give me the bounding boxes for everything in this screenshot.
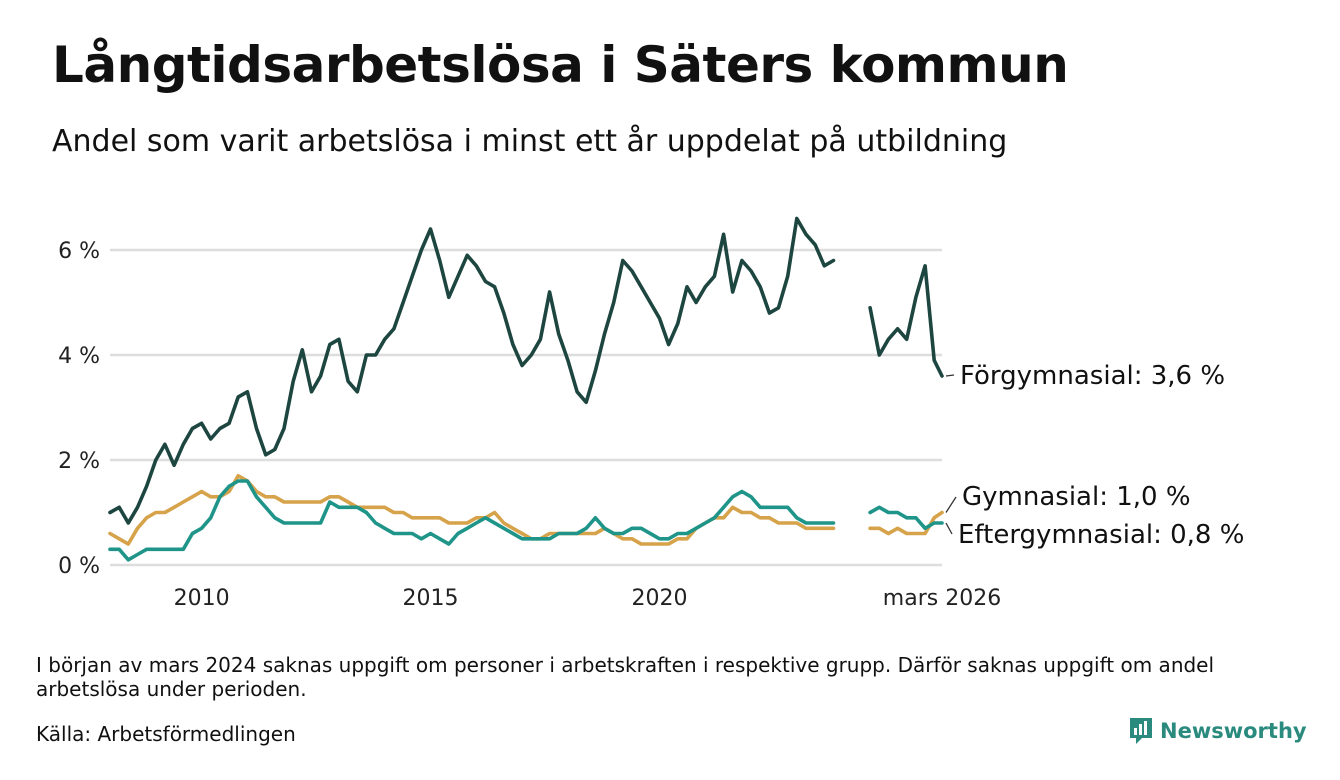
- y-tick-label: 0 %: [58, 554, 100, 579]
- gridlines: [110, 248, 942, 567]
- series-lines: [108, 216, 944, 562]
- line-chart: 0 % 2 % 4 % 6 % 2010 2015 2020 mars 2026 Förgy…: [58, 216, 1244, 611]
- x-tick-label: 2020: [631, 586, 687, 611]
- newsworthy-wordmark: Newsworthy: [1160, 719, 1307, 743]
- chart-subtitle: Andel som varit arbetslösa i minst ett å…: [52, 124, 1008, 159]
- footnote: I början av mars 2024 saknas uppgift om …: [36, 653, 1215, 701]
- y-axis-ticks: 0 % 2 % 4 % 6 %: [58, 239, 100, 579]
- x-tick-label: mars 2026: [883, 586, 1001, 611]
- y-tick-label: 4 %: [58, 344, 100, 369]
- series-line-förgymnasial: [868, 264, 944, 378]
- newsworthy-logo-icon: [1130, 718, 1152, 744]
- y-tick-label: 2 %: [58, 449, 100, 474]
- source-note: Källa: Arbetsförmedlingen: [36, 722, 296, 746]
- end-label-gymnasial: Gymnasial: 1,0 %: [962, 482, 1191, 512]
- x-tick-label: 2010: [174, 586, 230, 611]
- end-label-eftergymnasial: Eftergymnasial: 0,8 %: [958, 520, 1244, 550]
- end-label-leader: [945, 374, 955, 377]
- end-labels: Förgymnasial: 3,6 % Gymnasial: 1,0 % Efter…: [945, 361, 1244, 550]
- series-line-eftergymnasial: [868, 505, 944, 531]
- series-line-gymnasial: [108, 474, 836, 546]
- chart-title: Långtidsarbetslösa i Säters kommun: [52, 36, 1069, 94]
- end-label-leader: [945, 496, 957, 513]
- end-label-leader: [945, 522, 953, 535]
- series-line-eftergymnasial: [108, 479, 836, 562]
- series-line-förgymnasial: [108, 216, 836, 525]
- newsworthy-logo: Newsworthy: [1128, 716, 1307, 746]
- end-label-förgymnasial: Förgymnasial: 3,6 %: [960, 361, 1225, 391]
- y-tick-label: 6 %: [58, 239, 100, 264]
- x-axis-ticks: 2010 2015 2020 mars 2026: [174, 586, 1002, 611]
- x-tick-label: 2015: [403, 586, 459, 611]
